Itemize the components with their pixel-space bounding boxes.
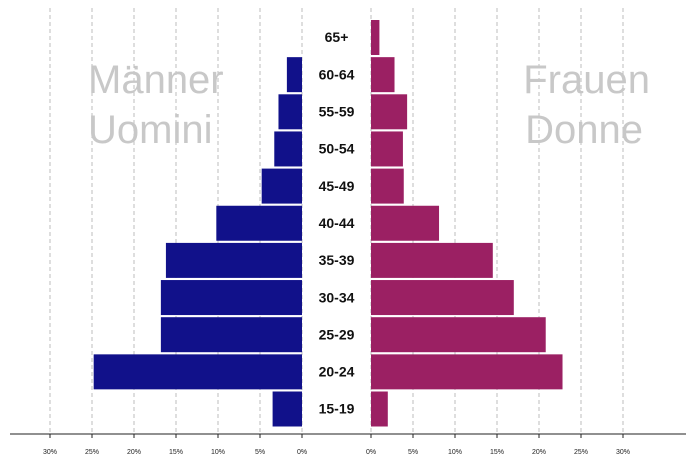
age-label-45-49: 45-49 (319, 178, 355, 194)
male-bar-20-24 (93, 354, 303, 390)
male-bar-15-19 (272, 391, 302, 427)
male-bar-30-34 (160, 280, 302, 316)
male-bar-40-44 (216, 205, 302, 241)
left-tick-label-30: 30% (43, 449, 57, 456)
left-tick-label-5: 5% (255, 449, 265, 456)
female-bar-25-29 (371, 317, 546, 353)
male-bar-60-64 (286, 57, 302, 93)
right-tick-label-10: 10% (448, 449, 462, 456)
female-bar-60-64 (371, 57, 395, 93)
left-tick-label-0: 0% (297, 449, 307, 456)
bar-layer (93, 20, 563, 427)
age-label-65+: 65+ (325, 29, 349, 45)
female-bar-15-19 (371, 391, 388, 427)
right-side-label-line2: Donne (525, 108, 643, 152)
male-bar-55-59 (278, 94, 302, 130)
age-label-30-34: 30-34 (319, 289, 355, 305)
right-tick-label-25: 25% (574, 449, 588, 456)
left-tick-label-20: 20% (127, 449, 141, 456)
female-bar-30-34 (371, 280, 514, 316)
left-tick-label-25: 25% (85, 449, 99, 456)
right-tick-label-5: 5% (408, 449, 418, 456)
age-label-60-64: 60-64 (319, 66, 355, 82)
age-label-15-19: 15-19 (319, 401, 355, 417)
male-bar-50-54 (274, 131, 302, 167)
left-side-label-line1: Männer (88, 58, 224, 102)
right-tick-label-20: 20% (532, 449, 546, 456)
male-bar-25-29 (160, 317, 302, 353)
right-tick-label-0: 0% (366, 449, 376, 456)
left-side-label-line2: Uomini (88, 108, 212, 152)
right-side-label-line1: Frauen (523, 58, 650, 102)
age-label-25-29: 25-29 (319, 326, 355, 342)
age-label-layer: 65+ 60-64 55-59 50-54 45-49 40-44 35-39 30-34 25… (319, 29, 355, 417)
right-tick-label-30: 30% (616, 449, 630, 456)
female-bar-50-54 (371, 131, 403, 167)
age-label-50-54: 50-54 (319, 141, 355, 157)
right-tick-label-15: 15% (490, 449, 504, 456)
male-bar-35-39 (165, 242, 302, 278)
female-bar-20-24 (371, 354, 563, 390)
age-label-40-44: 40-44 (319, 215, 355, 231)
female-bar-40-44 (371, 205, 440, 241)
left-tick-label-10: 10% (211, 449, 225, 456)
male-bar-45-49 (261, 168, 302, 204)
female-bar-35-39 (371, 242, 493, 278)
age-label-35-39: 35-39 (319, 252, 355, 268)
female-bar-55-59 (371, 94, 408, 130)
female-bar-45-49 (371, 168, 404, 204)
x-axis: 0% 0% 5% 5% 10% 10% 15% 15% 20% 20% 25% 25% 30% 30% (10, 433, 686, 456)
female-bar-65+ (371, 20, 380, 55)
side-label-layer: Männer Uomini Frauen Donne (88, 58, 650, 152)
age-label-55-59: 55-59 (319, 104, 355, 120)
left-tick-label-15: 15% (169, 449, 183, 456)
age-label-20-24: 20-24 (319, 364, 355, 380)
